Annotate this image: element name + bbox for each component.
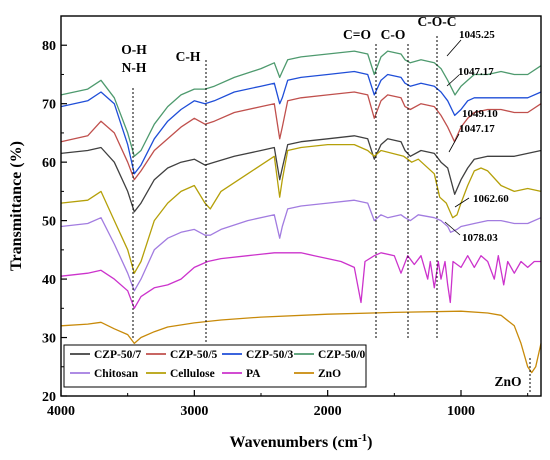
- peak-label-ch: C-H: [176, 49, 201, 64]
- x-tick-label-3: 1000: [447, 404, 475, 419]
- legend: CZP-50/7 CZP-50/5 CZP-50/3 CZP-50/0 Chitosan…: [63, 344, 367, 388]
- y-tick-label-2: 40: [42, 273, 56, 288]
- x-tick-label-1: 3000: [180, 404, 208, 419]
- y-tick-label-1: 30: [42, 332, 56, 347]
- leader-1062: [454, 197, 470, 208]
- guide-lines: [132, 36, 531, 392]
- series-line-6: [60, 252, 541, 309]
- series-line-5: [60, 143, 542, 274]
- series-line-4: [60, 199, 542, 292]
- legend-label-1: CZP-50/5: [170, 349, 218, 361]
- series-line-3: [60, 50, 542, 157]
- series-line-2: [60, 70, 542, 175]
- legend-label-7: ZnO: [318, 368, 341, 380]
- leader-1078: [444, 221, 461, 236]
- leader-1047-b: [448, 133, 460, 153]
- plot-frame: [60, 15, 542, 397]
- peak-labels: O-H N-H C-H C=O C-O C-O-C ZnO: [121, 14, 521, 389]
- peak-label-c-double-o: C=O: [343, 27, 371, 42]
- x-tick-label-0: 4000: [47, 404, 75, 419]
- leader-1047-a: [446, 74, 460, 87]
- legend-label-4: Chitosan: [94, 368, 139, 380]
- y-tick-label-5: 70: [42, 98, 56, 113]
- value-annotations: 1045.25 1047.17 1049.10 1047.17 1062.60 …: [444, 29, 509, 244]
- y-tick-label-6: 80: [42, 39, 56, 54]
- series-line-1: [60, 91, 542, 181]
- x-tick-label-2: 2000: [314, 404, 342, 419]
- series-layer: [60, 50, 542, 374]
- value-1078-03: 1078.03: [462, 232, 498, 244]
- legend-label-5: Cellulose: [170, 368, 215, 380]
- x-axis-title-main: Wavenumbers (cm: [230, 434, 359, 451]
- value-1047-17-b: 1047.17: [459, 123, 495, 135]
- legend-label-3: CZP-50/0: [318, 349, 366, 361]
- x-axis-title: Wavenumbers (cm-1): [230, 432, 373, 451]
- y-tick-label-3: 50: [42, 215, 56, 230]
- y-axis-ticks: 20 30 40 50 60 70 80: [42, 15, 67, 405]
- value-1062-60: 1062.60: [473, 193, 509, 205]
- y-tick-label-0: 20: [42, 390, 56, 405]
- peak-label-zno: ZnO: [494, 374, 521, 389]
- value-1049-10: 1049.10: [462, 108, 498, 120]
- legend-label-6: PA: [246, 368, 261, 380]
- y-tick-label-4: 60: [42, 156, 56, 171]
- peak-label-co: C-O: [381, 27, 406, 42]
- x-axis-title-end: ): [367, 434, 372, 451]
- series-line-0: [60, 135, 542, 213]
- value-1047-17-a: 1047.17: [458, 66, 494, 78]
- peak-label-nh: N-H: [122, 60, 147, 75]
- legend-box: [63, 344, 367, 388]
- y-axis-title: Transmittance (%): [8, 141, 25, 271]
- leader-1045: [446, 39, 462, 57]
- x-axis-ticks: 4000 3000 2000 1000: [47, 390, 529, 419]
- series-line-7: [60, 310, 542, 374]
- peak-label-coc: C-O-C: [418, 14, 457, 29]
- x-axis-title-superscript: -1: [358, 432, 367, 444]
- legend-label-2: CZP-50/3: [246, 349, 294, 361]
- peak-label-oh: O-H: [121, 42, 147, 57]
- legend-label-0: CZP-50/7: [94, 349, 142, 361]
- value-1045-25: 1045.25: [459, 29, 495, 41]
